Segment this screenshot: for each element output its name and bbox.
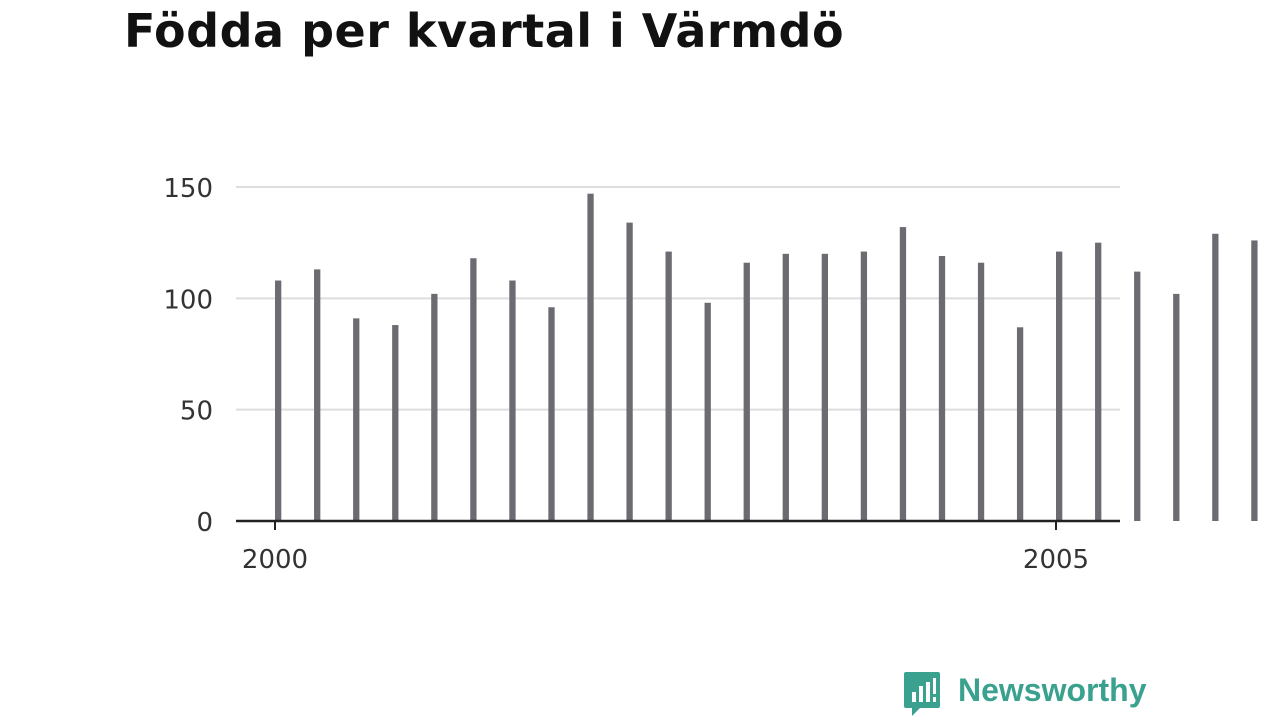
x-tick-label: 2005 bbox=[1023, 545, 1089, 575]
bar bbox=[353, 318, 360, 521]
newsworthy-logo: Newsworthy bbox=[902, 670, 1146, 720]
grid-lines bbox=[236, 186, 1120, 411]
y-tick-label: 150 bbox=[163, 174, 213, 204]
bar bbox=[938, 256, 946, 521]
y-axis-ticks: 0 50 100 150 bbox=[163, 174, 213, 538]
bar bbox=[1251, 240, 1258, 521]
x-tick-label: 2000 bbox=[242, 545, 308, 575]
bar bbox=[1056, 251, 1063, 521]
bar bbox=[899, 227, 907, 521]
bar bbox=[587, 193, 594, 521]
bar bbox=[431, 293, 438, 521]
bar bbox=[665, 251, 672, 521]
bar bbox=[470, 258, 477, 521]
bar bbox=[860, 251, 868, 521]
bar bbox=[1095, 242, 1102, 521]
bar bbox=[1173, 293, 1180, 521]
bar bbox=[977, 262, 985, 521]
x-axis-ticks: 200020052010201520202025 bbox=[242, 521, 1089, 575]
brand-name: Newsworthy bbox=[958, 672, 1147, 708]
bar bbox=[1016, 327, 1024, 521]
y-tick-label: 100 bbox=[163, 285, 213, 315]
bar bbox=[1134, 271, 1141, 521]
bar bbox=[1212, 233, 1219, 521]
bars bbox=[275, 193, 1258, 522]
bar bbox=[275, 280, 282, 521]
bar bbox=[782, 253, 789, 522]
chart-title: Födda per kvartal i Värmdö bbox=[124, 4, 845, 58]
bar bbox=[821, 253, 828, 522]
y-tick-label: 0 bbox=[196, 508, 213, 538]
bar bbox=[314, 269, 321, 521]
bar bbox=[548, 307, 555, 521]
bar bbox=[392, 325, 399, 521]
bar bbox=[743, 262, 750, 521]
newsworthy-logo-icon bbox=[904, 672, 940, 716]
bar bbox=[704, 302, 711, 521]
bar bbox=[626, 222, 633, 522]
bar bbox=[509, 280, 516, 521]
y-tick-label: 50 bbox=[180, 397, 213, 427]
